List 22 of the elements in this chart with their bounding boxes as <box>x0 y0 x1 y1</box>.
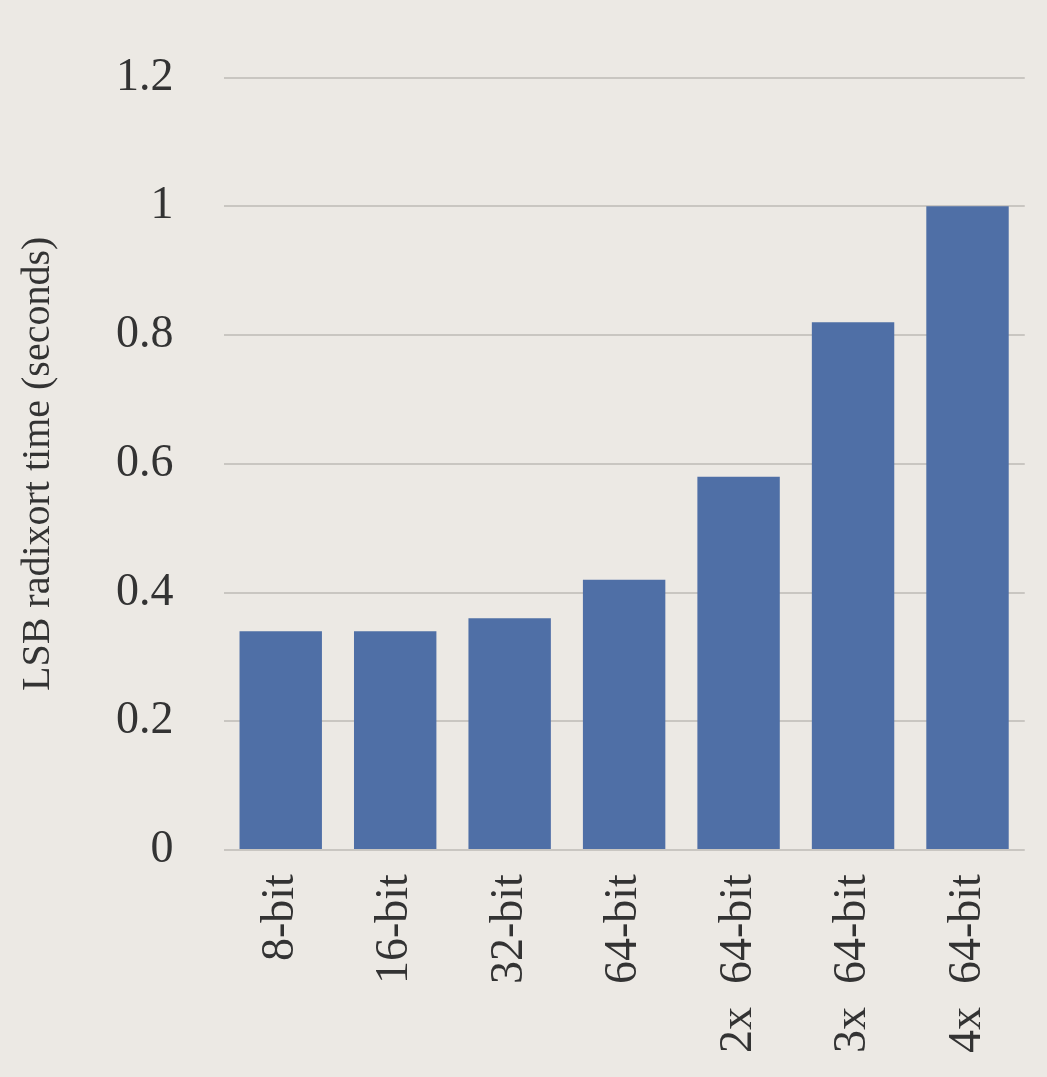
x-tick-label: 2x 64-bit <box>709 873 761 1054</box>
y-axis-title: LSB radixort time (seconds) <box>12 236 58 692</box>
y-tick-label: 0.6 <box>116 434 174 486</box>
y-tick-label: 0.4 <box>116 563 174 615</box>
bar <box>468 618 551 850</box>
bar <box>582 579 666 850</box>
bar <box>811 322 895 850</box>
y-tick-label: 0 <box>150 821 174 873</box>
x-tick-label: 32-bit <box>480 873 532 985</box>
y-tick-label: 1 <box>150 177 174 229</box>
bar <box>926 206 1009 850</box>
x-tick-label: 16-bit <box>366 873 418 985</box>
y-tick-label: 0.8 <box>116 306 174 358</box>
x-tick-label: 64-bit <box>595 873 647 985</box>
bar <box>239 631 322 850</box>
y-tick-label: 0.2 <box>116 692 174 744</box>
x-tick-label: 8-bit <box>251 873 303 962</box>
x-tick-label: 3x 64-bit <box>824 873 876 1054</box>
x-tick-label: 4x 64-bit <box>938 873 990 1054</box>
bar <box>353 631 437 850</box>
bar <box>697 476 780 850</box>
y-tick-label: 1.2 <box>116 48 174 100</box>
